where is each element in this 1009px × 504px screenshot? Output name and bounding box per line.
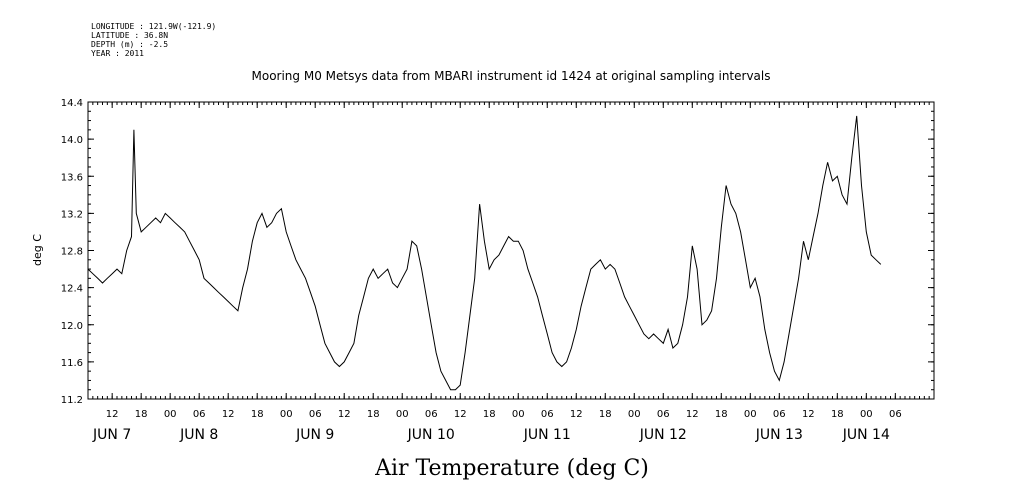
x-day-label: JUN 12: [639, 427, 687, 443]
x-tick-label: 06: [889, 409, 902, 420]
y-tick-label: 12.0: [61, 321, 83, 332]
x-tick-label: 00: [512, 409, 525, 420]
x-day-label: JUN 14: [842, 427, 890, 443]
x-tick-label: 18: [483, 409, 496, 420]
x-tick-label: 06: [657, 409, 670, 420]
x-tick-label: 18: [367, 409, 380, 420]
y-tick-label: 12.4: [61, 284, 83, 295]
x-tick-label: 06: [193, 409, 206, 420]
metadata-block: LONGITUDE : 121.9W(-121.9) LATITUDE : 36…: [91, 22, 216, 58]
x-tick-label: 12: [454, 409, 467, 420]
x-tick-label: 18: [599, 409, 612, 420]
x-tick-label: 00: [744, 409, 757, 420]
y-tick-label: 12.8: [61, 247, 83, 258]
y-tick-label: 11.2: [61, 395, 83, 406]
axes-group: 11.2 11.6 12.0 12.4 12.8 13.2 13.6 14.0 14.4 12 18…: [61, 98, 935, 443]
x-day-label: JUN 11: [523, 427, 571, 443]
x-tick-label: 18: [715, 409, 728, 420]
plot-frame: [87, 101, 935, 400]
x-tick-label: 12: [338, 409, 351, 420]
x-tick-label: 06: [541, 409, 554, 420]
x-tick-label: 18: [135, 409, 148, 420]
x-tick-label: 12: [222, 409, 235, 420]
meta-year: YEAR : 2011: [91, 49, 144, 58]
y-axis-label: deg C: [31, 234, 44, 266]
x-tick-label: 12: [802, 409, 815, 420]
x-day-label: JUN 10: [407, 427, 455, 443]
x-tick-label: 18: [251, 409, 264, 420]
y-tick-label: 13.6: [61, 172, 83, 183]
x-tick-label: 18: [831, 409, 844, 420]
x-day-label: JUN 7: [92, 427, 131, 443]
x-tick-label: 00: [396, 409, 409, 420]
x-tick-label: 06: [425, 409, 438, 420]
y-tick-label: 14.4: [61, 98, 83, 109]
x-day-label: JUN 9: [295, 427, 334, 443]
x-tick-label: 06: [309, 409, 322, 420]
meta-latitude: LATITUDE : 36.8N: [91, 31, 169, 40]
x-tick-label: 12: [106, 409, 119, 420]
meta-longitude: LONGITUDE : 121.9W(-121.9): [91, 22, 217, 31]
series-line-air-temperature: [87, 115, 882, 391]
y-tick-label: 11.6: [61, 358, 83, 369]
x-tick-label: 00: [628, 409, 641, 420]
x-tick-label: 12: [686, 409, 699, 420]
x-tick-label: 00: [164, 409, 177, 420]
x-axis-label: Air Temperature (deg C): [374, 456, 649, 481]
y-tick-label: 13.2: [61, 209, 83, 220]
chart-title: Mooring M0 Metsys data from MBARI instru…: [252, 69, 771, 83]
x-tick-label: 12: [570, 409, 583, 420]
x-tick-label: 00: [280, 409, 293, 420]
meta-depth: DEPTH (m) : -2.5: [91, 40, 169, 49]
y-tick-label: 14.0: [61, 135, 83, 146]
x-tick-label: 00: [860, 409, 873, 420]
x-day-label: JUN 13: [755, 427, 803, 443]
x-tick-label: 06: [773, 409, 786, 420]
x-day-label: JUN 8: [179, 427, 218, 443]
